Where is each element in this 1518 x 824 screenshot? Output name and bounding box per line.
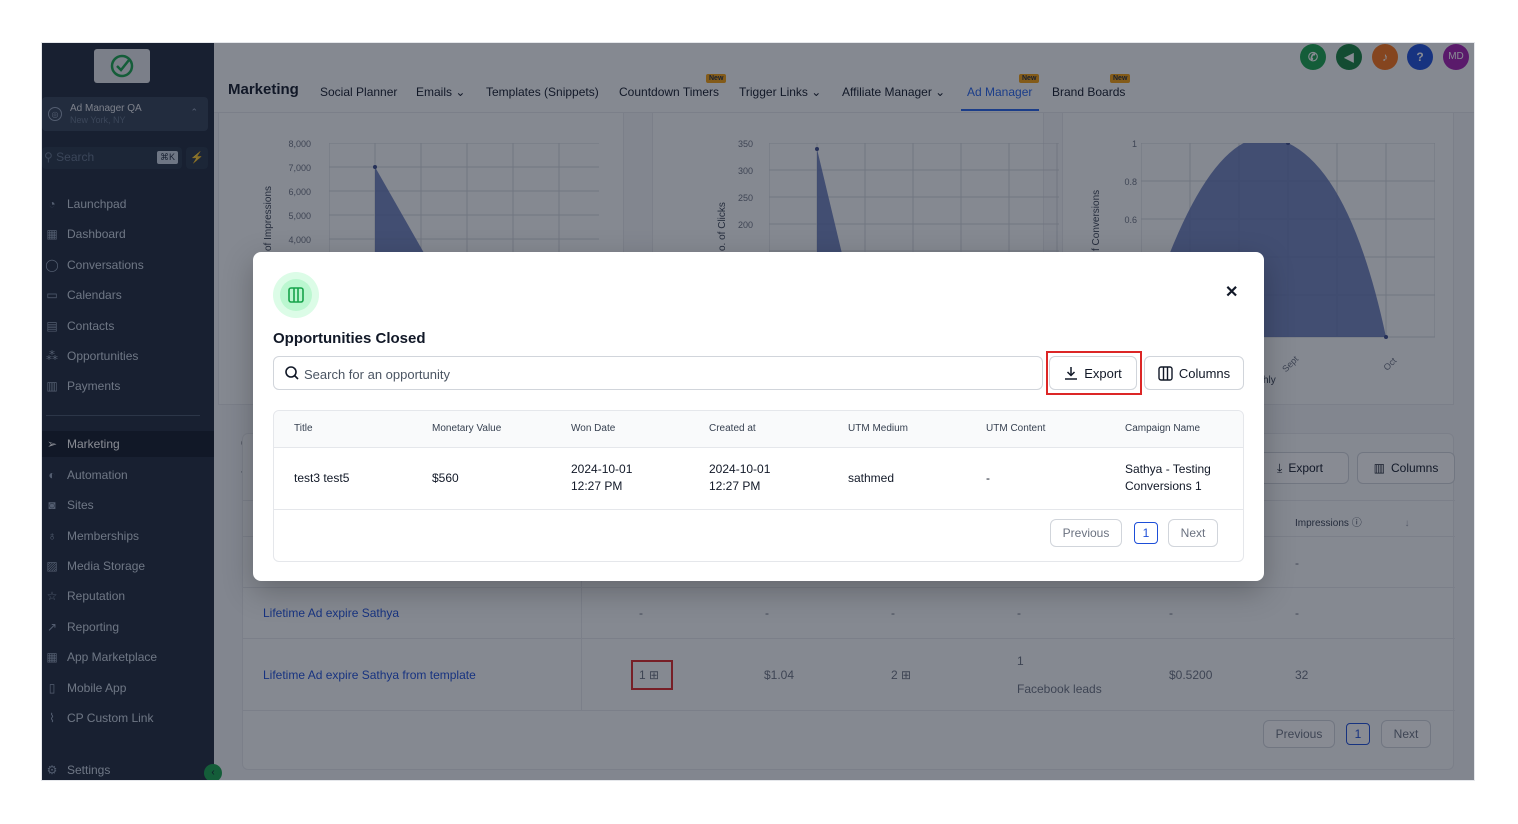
column-header-utm-content: UTM Content — [986, 423, 1046, 434]
columns-icon — [280, 279, 312, 311]
search-icon — [285, 366, 299, 380]
cell-won-time: 12:27 PM — [571, 479, 623, 493]
modal-icon-badge — [273, 272, 319, 318]
cell-created-time: 12:27 PM — [709, 479, 761, 493]
highlight-box — [1046, 351, 1142, 395]
previous-button[interactable]: Previous — [1050, 519, 1122, 547]
columns-button[interactable]: Columns — [1144, 356, 1244, 390]
download-icon — [1065, 367, 1078, 380]
export-label: Export — [1084, 365, 1122, 381]
column-header-created-at: Created at — [709, 423, 756, 434]
cell-campaign-name: Sathya - Testing — [1125, 462, 1211, 476]
column-header-campaign-name: Campaign Name — [1125, 423, 1201, 434]
opportunities-table: Title Monetary Value Won Date Created at… — [273, 410, 1244, 562]
column-header-utm-medium: UTM Medium — [848, 423, 909, 434]
opportunities-closed-modal: ✕ Opportunities Closed Export Columns Ti… — [253, 252, 1264, 581]
page-number[interactable]: 1 — [1134, 522, 1158, 544]
cell-utm-content: - — [986, 471, 990, 485]
opportunity-search — [273, 356, 1043, 390]
columns-icon — [1158, 365, 1173, 381]
cell-utm-medium: sathmed — [848, 471, 895, 485]
close-icon[interactable]: ✕ — [1225, 284, 1239, 301]
opportunity-search-input[interactable] — [304, 364, 1024, 384]
column-header-title: Title — [294, 423, 313, 434]
next-button[interactable]: Next — [1168, 519, 1218, 547]
cell-won-date: 2024-10-01 — [571, 462, 633, 476]
row-divider — [274, 509, 1243, 510]
cell-created-date: 2024-10-01 — [709, 462, 771, 476]
modal-title: Opportunities Closed — [273, 330, 426, 347]
cell-monetary-value: $560 — [432, 471, 459, 485]
column-header-monetary-value: Monetary Value — [432, 423, 502, 434]
cell-title: test3 test5 — [294, 471, 350, 485]
columns-label: Columns — [1178, 365, 1231, 381]
column-header-won-date: Won Date — [571, 423, 616, 434]
table-header: Title Monetary Value Won Date Created at… — [274, 411, 1243, 448]
export-button[interactable]: Export — [1049, 356, 1137, 390]
cell-campaign-name-2: Conversions 1 — [1125, 479, 1202, 493]
